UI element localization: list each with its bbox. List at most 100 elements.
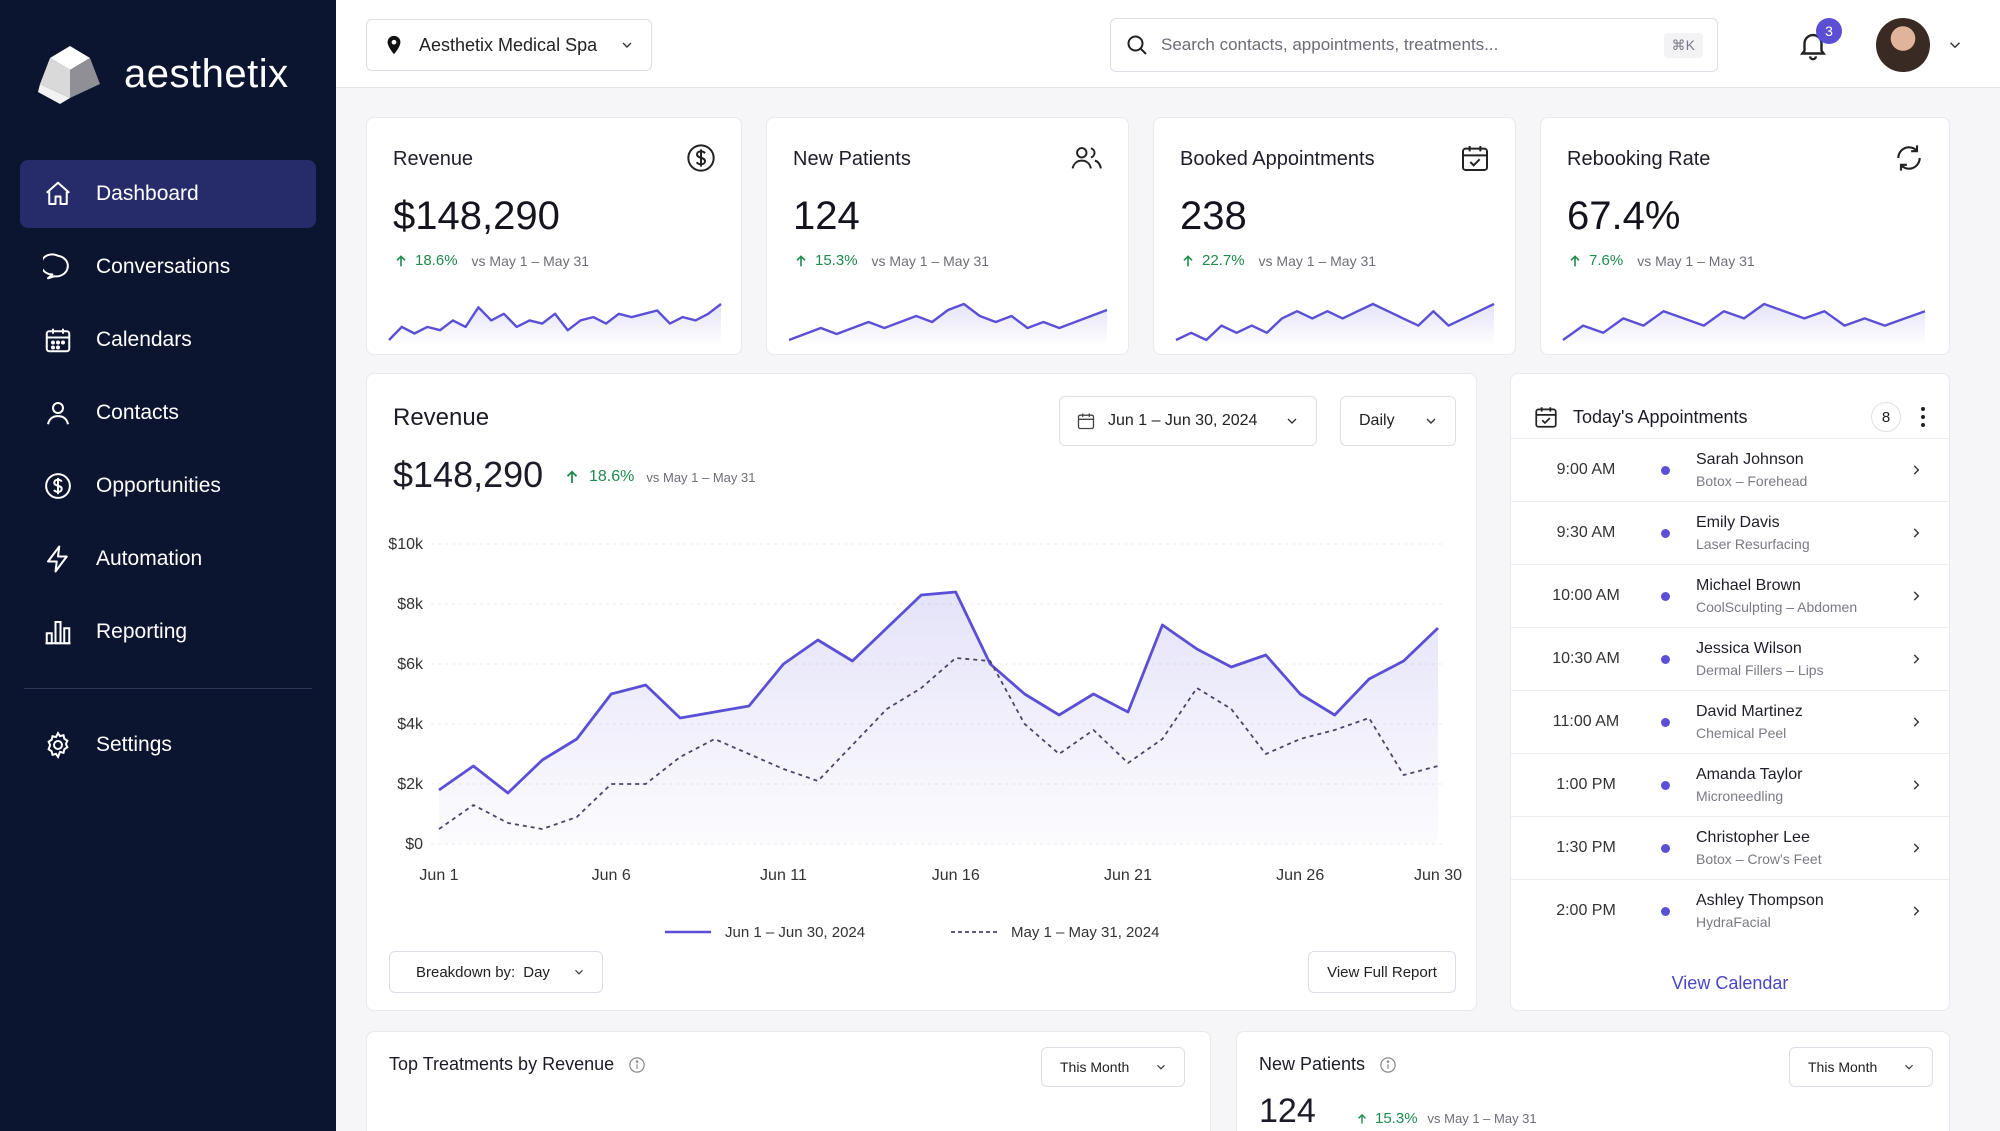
legend-label: Jun 1 – Jun 30, 2024 [725,924,865,941]
kpi-delta-value: 7.6% [1589,252,1624,269]
view-full-report-button[interactable]: View Full Report [1308,951,1456,993]
new-patients-period-selector[interactable]: This Month [1789,1047,1933,1087]
y-tick-label: $8k [397,596,424,613]
search-input[interactable] [1161,35,1664,55]
x-tick-label: Jun 30 [1414,867,1462,884]
date-range-selector[interactable]: Jun 1 – Jun 30, 2024 [1059,396,1317,446]
treatment-name: CoolSculpting – Abdomen [1696,599,1858,615]
chevron-right-icon [1913,465,1920,475]
kpi-card-revenue[interactable]: Revenue $148,290 18.6% vs May 1 – May 31 [366,117,742,355]
nav-item-contacts[interactable]: Contacts [20,379,316,447]
appointment-row[interactable]: 10:30 AM Jessica Wilson Dermal Fillers –… [1511,627,1949,690]
appointment-row[interactable]: 10:00 AM Michael Brown CoolSculpting – A… [1511,564,1949,627]
appointment-row[interactable]: 1:00 PM Amanda Taylor Microneedling [1511,753,1949,816]
nav-item-reporting[interactable]: Reporting [20,598,316,666]
nav-item-opportunities[interactable]: Opportunities [20,452,316,520]
kpi-card-new-patients[interactable]: New Patients 124 15.3% vs May 1 – May 31 [766,117,1129,355]
nav-item-dashboard[interactable]: Dashboard [20,160,316,228]
location-selector[interactable]: Aesthetix Medical Spa [366,19,652,71]
appointment-row[interactable]: 9:30 AM Emily Davis Laser Resurfacing [1511,501,1949,564]
x-tick-label: Jun 26 [1276,867,1324,884]
appointment-time: 2:00 PM [1556,902,1616,919]
kpi-card-rebooking-rate[interactable]: Rebooking Rate 67.4% 7.6% vs May 1 – May… [1540,117,1950,355]
calendar-icon [42,324,74,356]
nav-label: Contacts [96,401,179,424]
more-vertical-icon[interactable] [1919,406,1927,428]
chevron-right-icon [1913,528,1920,538]
revenue-delta: 18.6% vs May 1 – May 31 [563,468,755,486]
nav-item-automation[interactable]: Automation [20,525,316,593]
patient-name: Ashley Thompson [1696,892,1824,909]
view-calendar-link[interactable]: View Calendar [1671,973,1789,993]
x-tick-label: Jun 21 [1104,867,1152,884]
appointment-details: Ashley Thompson HydraFacial [1696,892,1949,930]
kpi-compare: vs May 1 – May 31 [871,252,990,269]
info-icon[interactable] [1379,1056,1397,1074]
todays-appointments-card: Today's Appointments 8 9:00 AM Sarah Joh… [1510,373,1950,1011]
home-icon [42,178,74,210]
revenue-compare: vs May 1 – May 31 [646,469,756,485]
chevron-right-icon [1913,780,1920,790]
treatment-name: Microneedling [1696,788,1784,804]
nav-item-settings[interactable]: Settings [20,711,316,779]
nav-label: Settings [96,733,172,756]
avatar[interactable] [1876,18,1930,72]
arrow-up-icon [796,254,806,266]
appointment-details: Emily Davis Laser Resurfacing [1696,514,1949,552]
x-tick-label: Jun 11 [760,867,807,884]
new-patients-delta-value: 15.3% [1375,1110,1418,1127]
treatments-period-selector[interactable]: This Month [1041,1047,1185,1087]
lightning-icon [42,543,74,575]
location-name: Aesthetix Medical Spa [419,34,598,55]
nav-label: Opportunities [96,474,221,497]
dollar-circle-icon [42,470,74,502]
gear-icon [42,729,74,761]
kpi-compare: vs May 1 – May 31 [471,252,590,269]
sidebar: aesthetix Dashboard Conversations Calend… [0,0,336,1131]
granularity-selector[interactable]: Daily [1340,396,1456,446]
nav-item-conversations[interactable]: Conversations [20,233,316,301]
appointment-row[interactable]: 9:00 AM Sarah Johnson Botox – Forehead [1511,438,1949,501]
search-shortcut: ⌘K [1663,32,1703,58]
treatment-name: Botox – Crow's Feet [1696,851,1822,867]
appointment-row[interactable]: 1:30 PM Christopher Lee Botox – Crow's F… [1511,816,1949,879]
top-treatments-title: Top Treatments by Revenue [389,1054,615,1074]
status-dot [1661,591,1670,601]
kpi-value: 238 [1180,194,1247,238]
brand[interactable]: aesthetix [38,44,289,104]
map-pin-icon [387,35,401,55]
legend-label: May 1 – May 31, 2024 [1011,924,1159,941]
kpi-delta: 7.6% vs May 1 – May 31 [1567,252,1755,269]
chevron-right-icon [1913,591,1920,601]
info-icon[interactable] [628,1056,646,1074]
breakdown-selector[interactable]: Breakdown by: Day [389,951,603,993]
appointment-row[interactable]: 2:00 PM Ashley Thompson HydraFacial [1511,879,1949,942]
patient-name: Sarah Johnson [1696,451,1804,468]
chevron-right-icon [1913,717,1920,727]
new-patients-period-value: This Month [1808,1059,1878,1075]
appointments-count: 8 [1871,402,1901,432]
nav-item-calendars[interactable]: Calendars [20,306,316,374]
chevron-down-icon[interactable] [1946,36,1964,54]
sparkline [788,302,1108,346]
appointments-title: Today's Appointments [1573,406,1748,427]
arrow-up-icon [566,470,578,483]
kpi-delta: 18.6% vs May 1 – May 31 [393,252,589,269]
series-line-1 [438,657,1439,830]
main-nav: Dashboard Conversations Calendars Contac… [20,160,316,784]
appointment-row[interactable]: 11:00 AM David Martinez Chemical Peel [1511,690,1949,753]
appointment-time: 11:00 AM [1552,713,1620,730]
topbar: Aesthetix Medical Spa ⌘K 3 [336,0,2000,88]
kpi-delta: 22.7% vs May 1 – May 31 [1180,252,1376,269]
status-dot [1661,528,1670,538]
new-patients-title: New Patients [1259,1054,1366,1074]
kpi-delta-value: 15.3% [815,252,858,269]
chevron-right-icon [1913,654,1920,664]
search-bar[interactable]: ⌘K [1110,18,1718,72]
kpi-compare: vs May 1 – May 31 [1258,252,1377,269]
bar-chart-icon [42,616,74,648]
treatment-name: Botox – Forehead [1696,473,1808,489]
chevron-down-icon [1426,418,1436,424]
kpi-card-booked-appointments[interactable]: Booked Appointments 238 22.7% vs May 1 –… [1153,117,1516,355]
sparkline-line [788,302,1108,342]
